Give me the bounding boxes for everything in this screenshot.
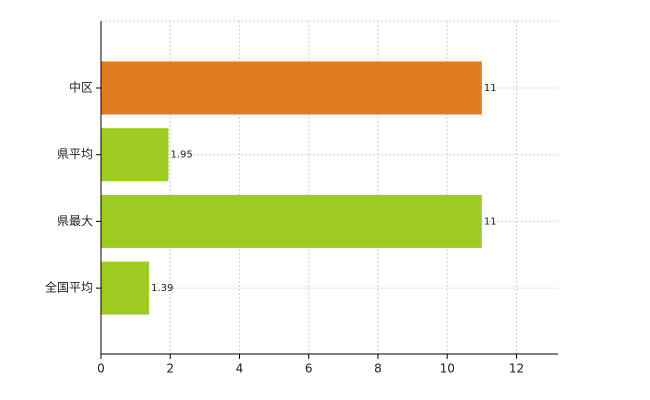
bar bbox=[101, 128, 169, 182]
bar bbox=[101, 61, 482, 115]
y-tick-label: 県平均 bbox=[57, 147, 93, 161]
x-tick-label: 8 bbox=[374, 362, 382, 376]
value-label: 11 bbox=[484, 83, 497, 94]
y-tick-label: 全国平均 bbox=[45, 280, 93, 295]
value-label: 1.95 bbox=[171, 150, 193, 161]
y-tick-label: 県最大 bbox=[57, 214, 93, 228]
bar bbox=[101, 261, 150, 315]
x-tick-label: 2 bbox=[166, 362, 174, 376]
x-tick-label: 12 bbox=[509, 362, 524, 376]
bar bbox=[101, 194, 482, 248]
y-tick-label: 中区 bbox=[69, 80, 93, 95]
x-tick-label: 10 bbox=[440, 362, 455, 376]
x-tick-label: 6 bbox=[305, 362, 313, 376]
x-tick-label: 4 bbox=[236, 362, 244, 376]
value-label: 11 bbox=[484, 216, 497, 227]
value-label: 1.39 bbox=[151, 283, 173, 294]
x-tick-label: 0 bbox=[97, 362, 105, 376]
